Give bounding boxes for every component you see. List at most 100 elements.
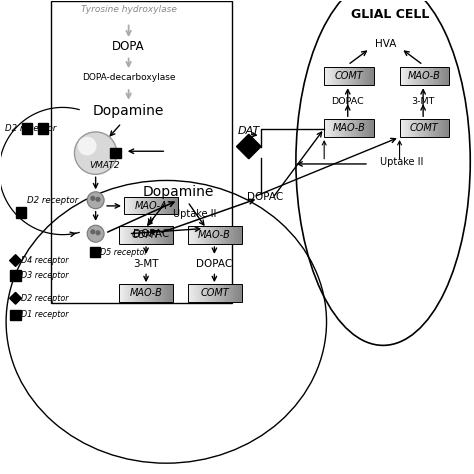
Bar (126, 197, 128, 214)
Bar (169, 197, 171, 214)
Bar (400, 119, 401, 137)
Bar (168, 284, 170, 302)
Bar (124, 197, 178, 214)
Bar (238, 226, 240, 244)
Bar (124, 197, 126, 214)
Bar (424, 67, 426, 85)
Bar (164, 284, 166, 302)
Bar (163, 284, 164, 302)
Bar (149, 197, 151, 214)
Bar (161, 226, 163, 244)
Bar (426, 119, 428, 137)
Bar (154, 284, 155, 302)
Bar (367, 119, 369, 137)
Circle shape (95, 230, 100, 236)
Bar (421, 67, 423, 85)
Text: VMAT2: VMAT2 (90, 161, 120, 170)
Bar (364, 67, 365, 85)
Bar (372, 67, 374, 85)
Bar (370, 119, 372, 137)
Bar (339, 119, 341, 137)
Bar (137, 284, 139, 302)
Bar (51, 1, 232, 303)
Bar (410, 119, 411, 137)
Bar (233, 226, 235, 244)
Bar (429, 67, 431, 85)
Bar (339, 67, 341, 85)
Text: DOPAC: DOPAC (247, 192, 283, 202)
Bar (136, 284, 137, 302)
Bar (151, 197, 153, 214)
Bar (22, 123, 33, 134)
Bar (213, 284, 215, 302)
Bar (123, 226, 125, 244)
Bar (237, 284, 238, 302)
Bar (123, 284, 125, 302)
Bar (337, 67, 339, 85)
Bar (346, 119, 347, 137)
Bar (145, 284, 146, 302)
Bar (188, 226, 242, 244)
Bar (351, 67, 352, 85)
Bar (143, 226, 145, 244)
Bar (125, 226, 127, 244)
Circle shape (74, 132, 117, 174)
Bar (90, 247, 100, 257)
Bar (359, 67, 360, 85)
Bar (444, 119, 446, 137)
Bar (400, 67, 401, 85)
Circle shape (78, 137, 97, 155)
Bar (436, 67, 438, 85)
Bar (364, 119, 365, 137)
Bar (324, 119, 326, 137)
Bar (438, 119, 439, 137)
Bar (362, 119, 364, 137)
Bar (331, 119, 332, 137)
Bar (171, 197, 173, 214)
Bar (331, 67, 332, 85)
Bar (416, 67, 418, 85)
Bar (158, 197, 160, 214)
Bar (170, 284, 172, 302)
Bar (328, 119, 329, 137)
Text: D3 receptor: D3 receptor (21, 271, 69, 280)
Text: D1 receptor: D1 receptor (21, 310, 69, 319)
Bar (161, 284, 163, 302)
Bar (352, 67, 354, 85)
Bar (211, 284, 213, 302)
Bar (434, 119, 436, 137)
Bar (152, 226, 154, 244)
Bar (235, 226, 237, 244)
Bar (137, 197, 138, 214)
Bar (365, 67, 367, 85)
Bar (145, 226, 146, 244)
Bar (188, 284, 242, 302)
Text: 3-MT: 3-MT (133, 259, 159, 269)
Bar (37, 123, 48, 134)
Bar (439, 119, 441, 137)
Bar (132, 226, 134, 244)
Bar (431, 67, 433, 85)
Bar (148, 284, 150, 302)
Bar (147, 197, 149, 214)
Bar (141, 284, 143, 302)
Bar (235, 284, 237, 302)
Circle shape (90, 196, 95, 201)
Bar (159, 284, 161, 302)
Bar (434, 67, 436, 85)
Bar (360, 67, 362, 85)
Bar (131, 197, 133, 214)
Bar (404, 67, 406, 85)
Bar (238, 284, 240, 302)
Bar (347, 119, 349, 137)
Bar (329, 119, 331, 137)
Bar (369, 119, 370, 137)
Bar (157, 226, 159, 244)
Bar (191, 226, 193, 244)
Bar (159, 226, 161, 244)
Bar (441, 67, 442, 85)
Bar (127, 226, 128, 244)
Bar (229, 226, 231, 244)
Bar (356, 119, 357, 137)
Bar (128, 284, 130, 302)
